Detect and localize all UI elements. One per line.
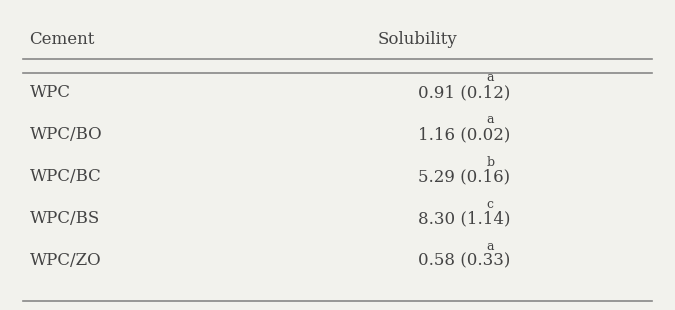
Text: a: a: [486, 113, 494, 126]
Text: b: b: [486, 156, 495, 169]
Text: WPC/ZO: WPC/ZO: [30, 252, 101, 269]
Text: 5.29 (0.16): 5.29 (0.16): [418, 168, 510, 185]
Text: WPC/BO: WPC/BO: [30, 126, 102, 143]
Text: WPC/BC: WPC/BC: [30, 168, 101, 185]
Text: c: c: [486, 197, 493, 210]
Text: Cement: Cement: [30, 31, 95, 48]
Text: Solubility: Solubility: [378, 31, 458, 48]
Text: 0.91 (0.12): 0.91 (0.12): [418, 84, 510, 101]
Text: 8.30 (1.14): 8.30 (1.14): [418, 210, 510, 227]
Text: 1.16 (0.02): 1.16 (0.02): [418, 126, 510, 143]
Text: a: a: [486, 72, 494, 85]
Text: WPC/BS: WPC/BS: [30, 210, 100, 227]
Text: WPC: WPC: [30, 84, 71, 101]
Text: a: a: [486, 240, 494, 253]
Text: 0.58 (0.33): 0.58 (0.33): [418, 252, 510, 269]
